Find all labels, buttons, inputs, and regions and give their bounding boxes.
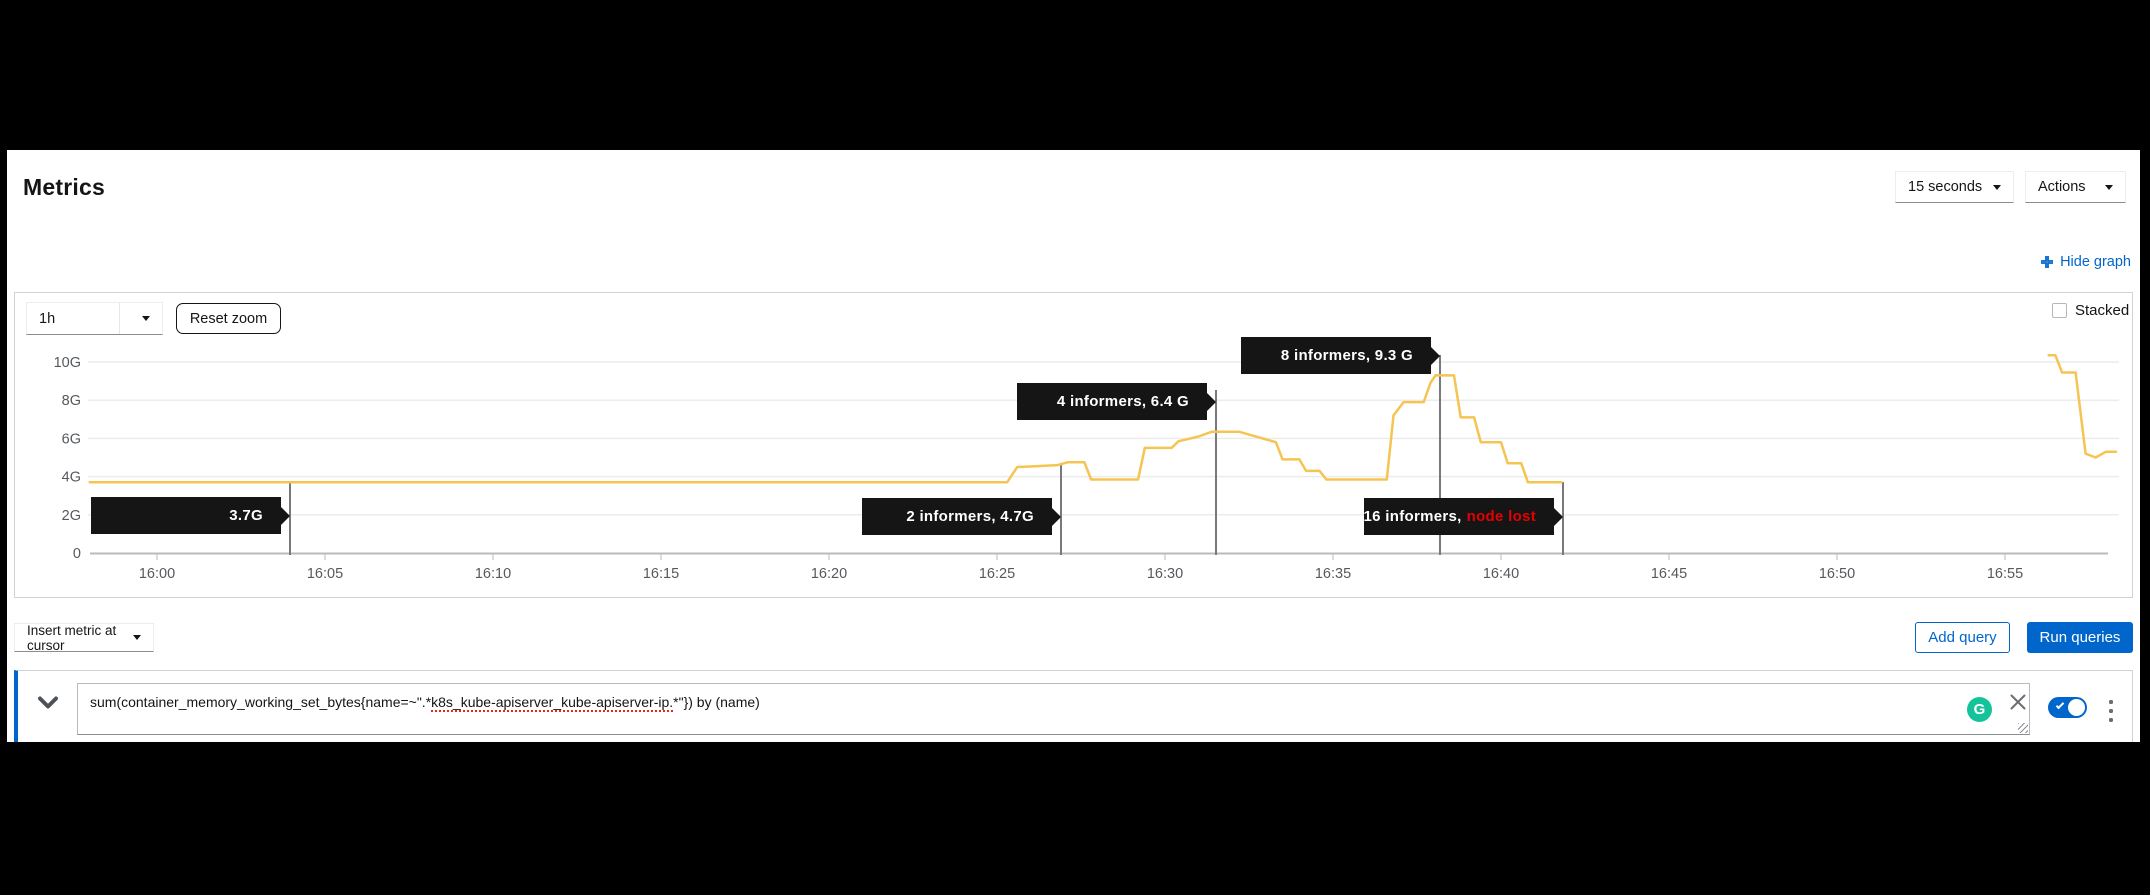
collapse-query-button[interactable] [31, 690, 65, 716]
stacked-control: Stacked [2052, 302, 2129, 319]
caret-down-icon [2105, 184, 2113, 190]
actions-label: Actions [2038, 179, 2086, 195]
close-icon[interactable] [2009, 693, 2027, 711]
duration-dropdown[interactable]: 1h [26, 302, 163, 335]
metrics-page: Metrics 15 seconds Actions Hide graph 1h… [7, 150, 2140, 742]
chart-annotation: 3.7G [91, 497, 290, 534]
annotation-label: 16 informers, [1363, 508, 1462, 525]
stacked-label: Stacked [2075, 302, 2130, 319]
duration-value: 1h [39, 310, 56, 327]
dot [2109, 700, 2113, 704]
caret-down-icon [1993, 184, 2001, 190]
check-icon [2055, 700, 2065, 710]
annotation-label: 4 informers, 6.4 G [1056, 393, 1189, 410]
textarea-resize-handle[interactable] [2018, 723, 2028, 733]
add-query-button[interactable]: Add query [1915, 622, 2010, 653]
caret-down-icon [142, 316, 150, 321]
grammarly-icon[interactable]: G [1967, 697, 1992, 722]
compress-icon [2041, 256, 2054, 268]
page-title: Metrics [23, 174, 105, 200]
kebab-menu[interactable] [2106, 699, 2116, 723]
divider [119, 303, 120, 334]
chevron-down-icon [38, 696, 58, 709]
query-text-misspelled: k8s_kube-apiserver_kube-apiserver-ip. [431, 694, 674, 710]
refresh-interval-dropdown[interactable]: 15 seconds [1895, 171, 2014, 203]
refresh-interval-value: 15 seconds [1908, 179, 1983, 195]
annotation-label: 8 informers, 9.3 G [1280, 347, 1413, 364]
query-enabled-toggle[interactable] [2048, 697, 2087, 718]
chart-annotation: 2 informers, 4.7G [862, 498, 1061, 535]
caret-down-icon [133, 635, 141, 640]
annotation-alert-label: node lost [1466, 508, 1536, 525]
run-queries-button[interactable]: Run queries [2027, 622, 2133, 653]
insert-metric-label: Insert metric at cursor [27, 622, 117, 653]
chart-annotation: 4 informers, 6.4 G [1017, 383, 1216, 420]
insert-metric-dropdown[interactable]: Insert metric at cursor [14, 622, 154, 653]
query-text: *"}) by (name) [673, 694, 760, 710]
dot [2109, 718, 2113, 722]
hide-graph-link[interactable]: Hide graph [2040, 254, 2131, 270]
annotation-label: 3.7G [229, 507, 263, 524]
reset-zoom-button[interactable]: Reset zoom [176, 303, 281, 334]
stacked-checkbox[interactable] [2052, 303, 2067, 318]
toggle-knob [2068, 699, 2085, 716]
chart-annotation: 8 informers, 9.3 G [1241, 337, 1440, 374]
graph-panel [14, 292, 2133, 598]
query-text: sum(container_memory_working_set_bytes{n… [90, 694, 432, 710]
dot [2109, 709, 2113, 713]
hide-graph-label: Hide graph [2060, 254, 2131, 270]
chart-annotation: 16 informers, node lost [1363, 498, 1563, 535]
annotation-label: 2 informers, 4.7G [906, 508, 1034, 525]
actions-dropdown[interactable]: Actions [2025, 171, 2126, 203]
promql-query-input[interactable]: sum(container_memory_working_set_bytes{n… [77, 683, 2030, 735]
